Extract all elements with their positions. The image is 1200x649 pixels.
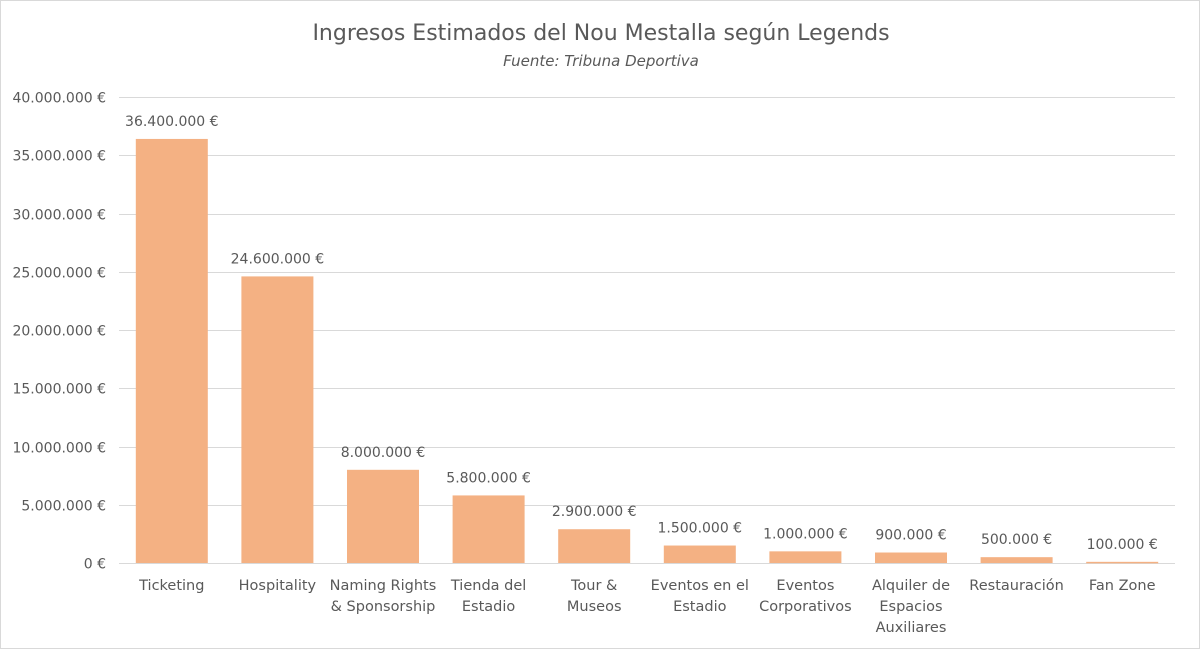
x-tick-label-line: Tienda del	[450, 578, 526, 594]
x-tick-label-line: Estadio	[462, 599, 516, 615]
y-tick-label: 0 €	[84, 557, 106, 573]
x-tick-label-line: Alquiler de	[872, 578, 950, 594]
chart-title: Ingresos Estimados del Nou Mestalla segú…	[312, 21, 889, 46]
y-tick-label: 20.000.000 €	[12, 324, 106, 340]
x-tick-label: Tienda del Estadio	[450, 578, 526, 615]
bar	[347, 469, 419, 563]
x-tick-label-line: Auxiliares	[876, 620, 947, 636]
x-tick-label-line: Restauración	[969, 578, 1064, 594]
x-tick-label: Ticketing	[138, 578, 204, 594]
data-label: 100.000 €	[1087, 537, 1158, 553]
bar	[1086, 561, 1159, 564]
data-labels: 36.400.000 € 24.600.000 € 8.000.000 € 5.800…	[125, 114, 1158, 553]
bar	[241, 276, 314, 563]
y-tick-label: 25.000.000 €	[12, 266, 106, 282]
data-label: 36.400.000 €	[125, 114, 219, 130]
y-tick-label: 40.000.000 €	[12, 91, 106, 107]
x-tick-label: Fan Zone	[1089, 578, 1156, 594]
data-label: 24.600.000 €	[231, 251, 325, 267]
y-tick-label: 35.000.000 €	[12, 149, 106, 165]
y-tick-label: 5.000.000 €	[21, 499, 106, 515]
data-label: 1.000.000 €	[763, 526, 848, 542]
x-tick-label: Alquiler de Espacios Auxiliares	[872, 578, 950, 636]
x-tick-label-line: Naming Rights	[330, 578, 437, 594]
x-tick-label-line: Eventos en el	[651, 578, 749, 594]
data-label: 500.000 €	[981, 532, 1052, 548]
x-tick-label: Naming Rights & Sponsorship	[330, 578, 437, 615]
bars	[135, 138, 1159, 564]
x-tick-label-line: Corporativos	[759, 599, 852, 615]
x-tick-label: Restauración	[969, 578, 1064, 594]
x-tick-label-line: Hospitality	[239, 578, 317, 594]
y-axis: 0 € 5.000.000 € 10.000.000 € 15.000.000 € 20…	[12, 91, 106, 573]
x-tick-label-line: Eventos	[776, 578, 834, 594]
bar	[769, 551, 842, 563]
y-tick-label: 10.000.000 €	[12, 441, 106, 457]
bar	[980, 557, 1053, 563]
x-tick-label-line: Ticketing	[138, 578, 204, 594]
data-label: 900.000 €	[875, 528, 946, 544]
bar	[135, 138, 208, 563]
x-tick-label-line: Fan Zone	[1089, 578, 1156, 594]
bar	[452, 495, 525, 563]
x-tick-label-line: Estadio	[673, 599, 727, 615]
x-tick-label: Hospitality	[239, 578, 317, 594]
x-tick-label-line: Tour &	[570, 578, 617, 594]
bar	[663, 545, 736, 563]
x-tick-label: Tour & Museos	[567, 578, 622, 615]
x-tick-label-line: & Sponsorship	[331, 599, 436, 615]
y-tick-label: 30.000.000 €	[12, 208, 106, 224]
chart-subtitle: Fuente: Tribuna Deportiva	[503, 52, 699, 70]
bar	[558, 529, 631, 563]
x-tick-label-line: Espacios	[879, 599, 942, 615]
y-tick-label: 15.000.000 €	[12, 382, 106, 398]
data-label: 8.000.000 €	[341, 445, 426, 461]
x-tick-label: Eventos Corporativos	[759, 578, 852, 615]
x-tick-label: Eventos en el Estadio	[651, 578, 749, 615]
data-label: 5.800.000 €	[446, 470, 531, 486]
bar	[875, 552, 947, 563]
data-label: 1.500.000 €	[657, 521, 742, 537]
data-label: 2.900.000 €	[552, 504, 637, 520]
x-tick-label-line: Museos	[567, 599, 622, 615]
x-axis: Ticketing Hospitality Naming Rights & Spons…	[138, 578, 1155, 636]
